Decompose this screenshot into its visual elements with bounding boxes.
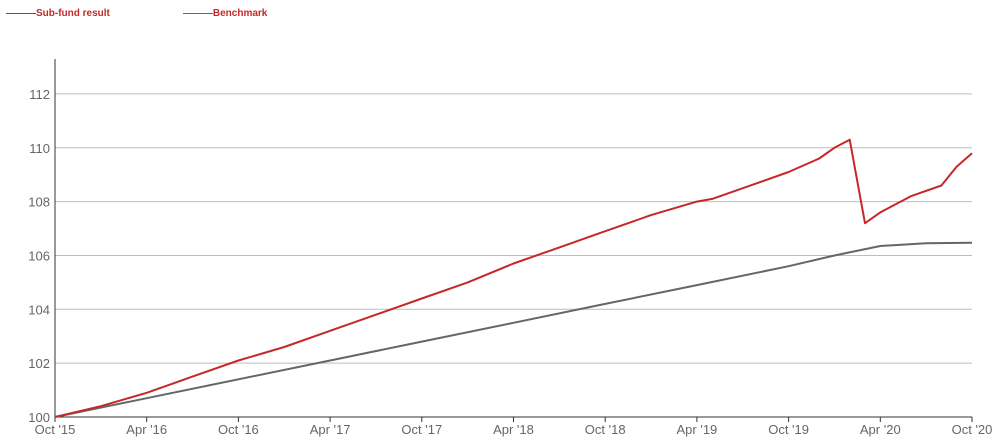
x-tick-label: Oct '18 xyxy=(585,422,626,437)
benchmark-line xyxy=(54,241,973,418)
x-tick-label: Oct '20 xyxy=(952,422,993,437)
x-tick-label: Oct '17 xyxy=(401,422,442,437)
legend-item-sub-fund: Sub-fund result xyxy=(6,8,110,19)
y-tick-label: 112 xyxy=(29,87,50,102)
x-tick-label: Oct '19 xyxy=(768,422,809,437)
x-tick-label: Apr '18 xyxy=(493,422,534,437)
legend-label-sub-fund: Sub-fund result xyxy=(36,8,110,19)
x-tick-label: Apr '19 xyxy=(677,422,718,437)
legend-swatch-sub-fund xyxy=(6,13,36,14)
y-tick-label: 100 xyxy=(28,410,50,425)
x-tick-label: Apr '20 xyxy=(860,422,901,437)
x-tick-label: Apr '17 xyxy=(310,422,351,437)
sub-fund-result-line xyxy=(54,138,973,418)
x-tick-label: Oct '16 xyxy=(218,422,259,437)
y-tick-label: 102 xyxy=(28,356,50,371)
x-tick-label: Oct '15 xyxy=(35,422,76,437)
y-tick-label: 110 xyxy=(29,141,50,156)
x-tick-label: Apr '16 xyxy=(126,422,167,437)
legend-item-benchmark: Benchmark xyxy=(182,8,268,19)
y-tick-label: 104 xyxy=(28,302,50,317)
y-tick-label: 106 xyxy=(28,248,50,263)
legend-swatch-benchmark xyxy=(182,13,213,14)
legend-label-benchmark: Benchmark xyxy=(212,8,268,19)
legend: Sub-fund result Benchmark xyxy=(0,8,267,19)
y-tick-label: 108 xyxy=(28,195,50,210)
